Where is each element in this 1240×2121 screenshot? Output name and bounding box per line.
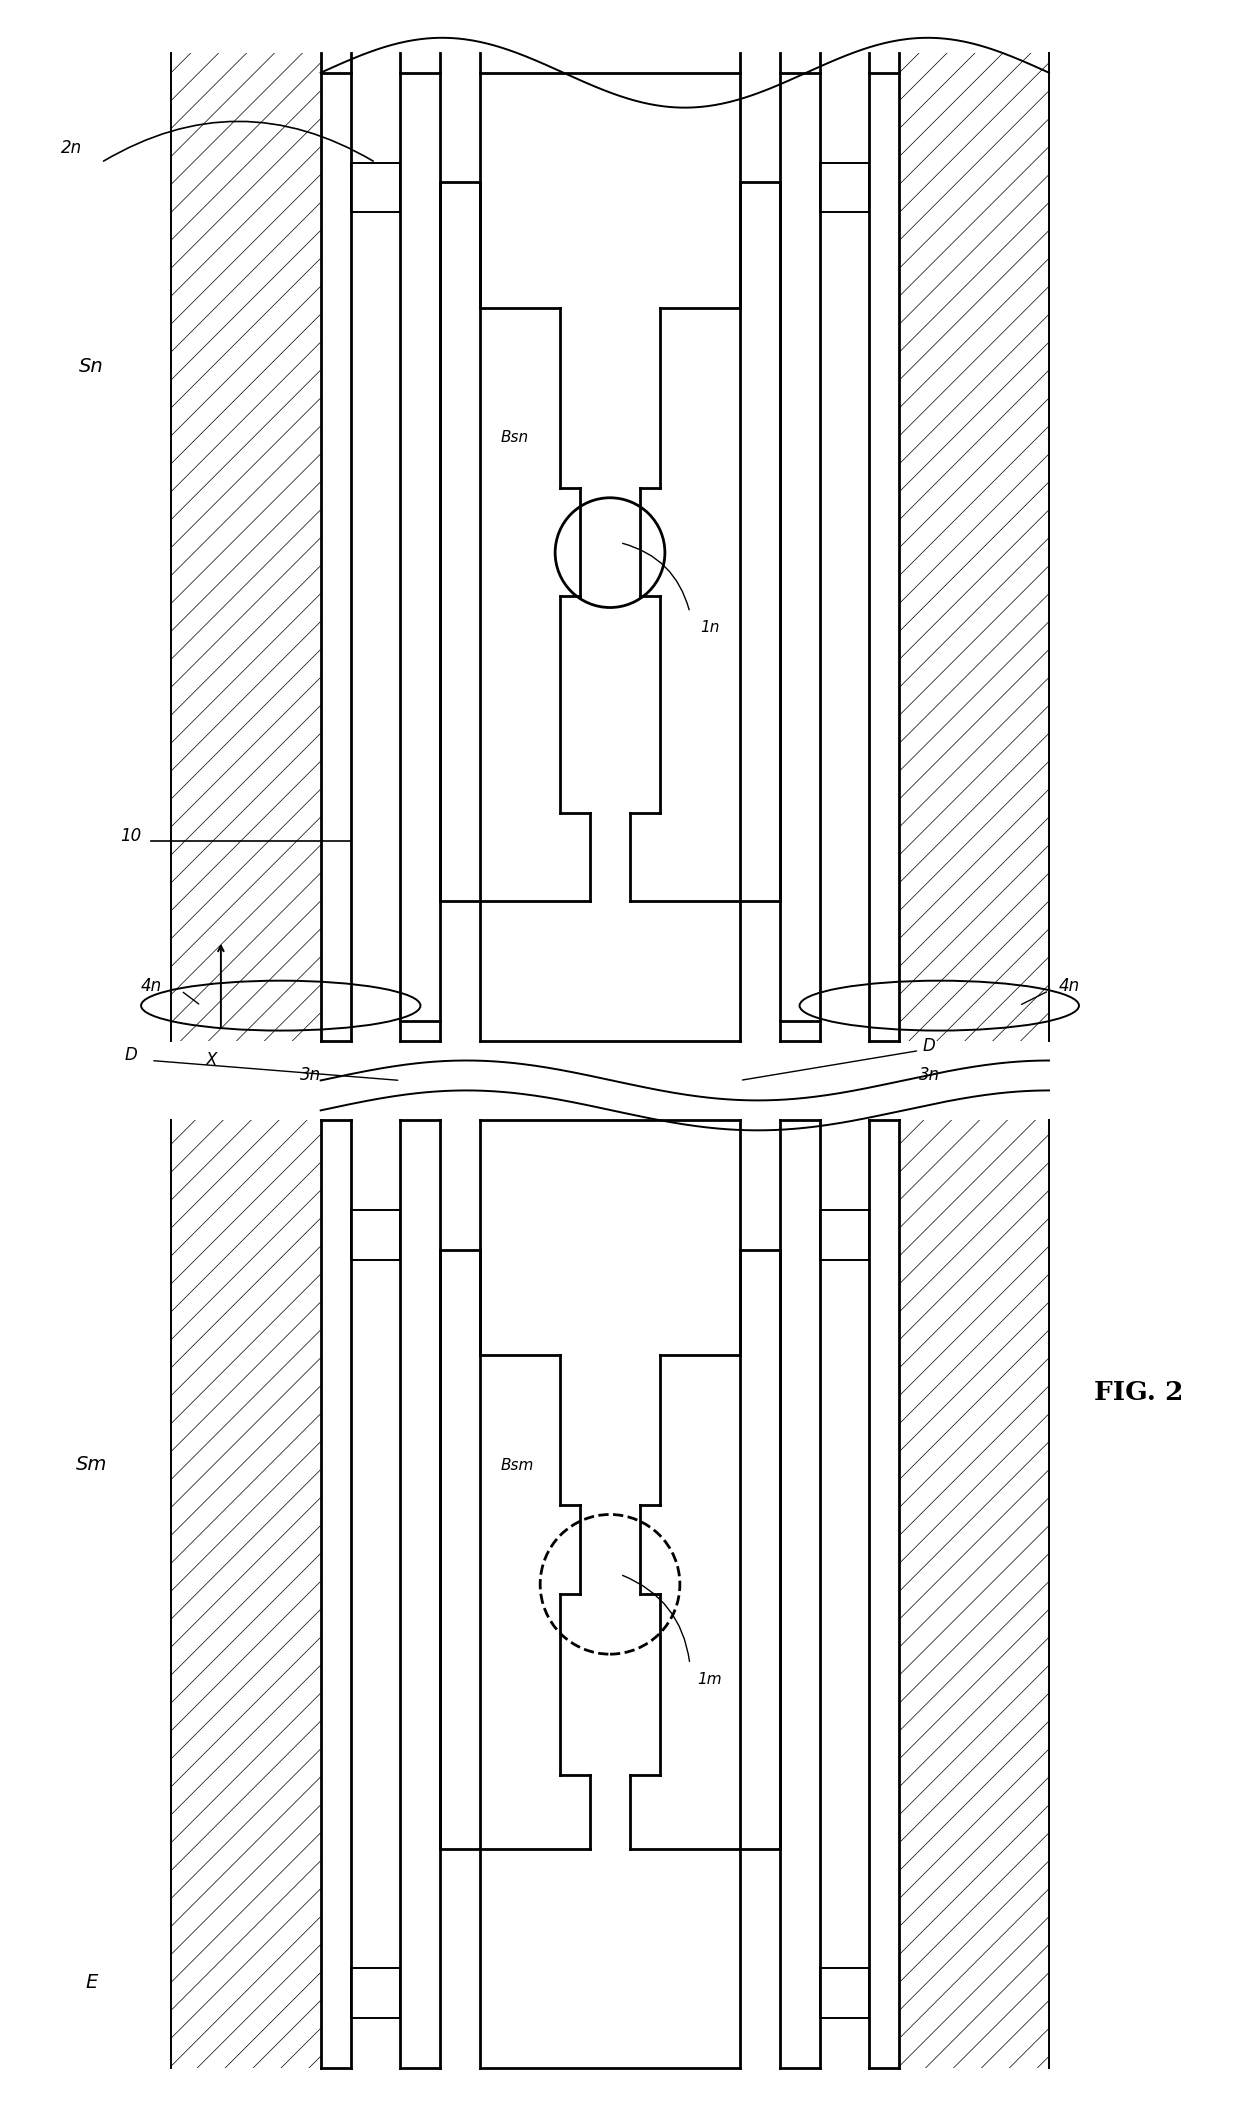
Text: Bsn: Bsn	[500, 431, 528, 445]
Text: D: D	[923, 1037, 936, 1054]
Bar	[351, 163, 401, 212]
Ellipse shape	[800, 980, 1079, 1031]
Text: 2n: 2n	[61, 138, 82, 157]
Bar	[820, 1211, 869, 1260]
Text: D: D	[125, 1046, 138, 1065]
Bar	[820, 163, 869, 212]
Text: 3n: 3n	[919, 1067, 940, 1084]
Bar	[351, 1211, 401, 1260]
Text: 1m: 1m	[697, 1671, 722, 1686]
Ellipse shape	[141, 980, 420, 1031]
Text: Sn: Sn	[79, 356, 104, 375]
Text: E: E	[86, 1973, 98, 1992]
Text: 1n: 1n	[701, 621, 719, 636]
Text: Bsm: Bsm	[500, 1457, 533, 1472]
Text: 10: 10	[120, 827, 141, 844]
Text: Sm: Sm	[76, 1455, 107, 1474]
Text: FIG. 2: FIG. 2	[1094, 1381, 1183, 1404]
Circle shape	[556, 498, 665, 607]
Text: X: X	[206, 1050, 217, 1069]
Text: 4n: 4n	[1059, 976, 1080, 995]
Bar	[351, 1968, 401, 2019]
Bar	[820, 1968, 869, 2019]
Text: 4n: 4n	[140, 976, 161, 995]
Text: 3n: 3n	[300, 1067, 321, 1084]
